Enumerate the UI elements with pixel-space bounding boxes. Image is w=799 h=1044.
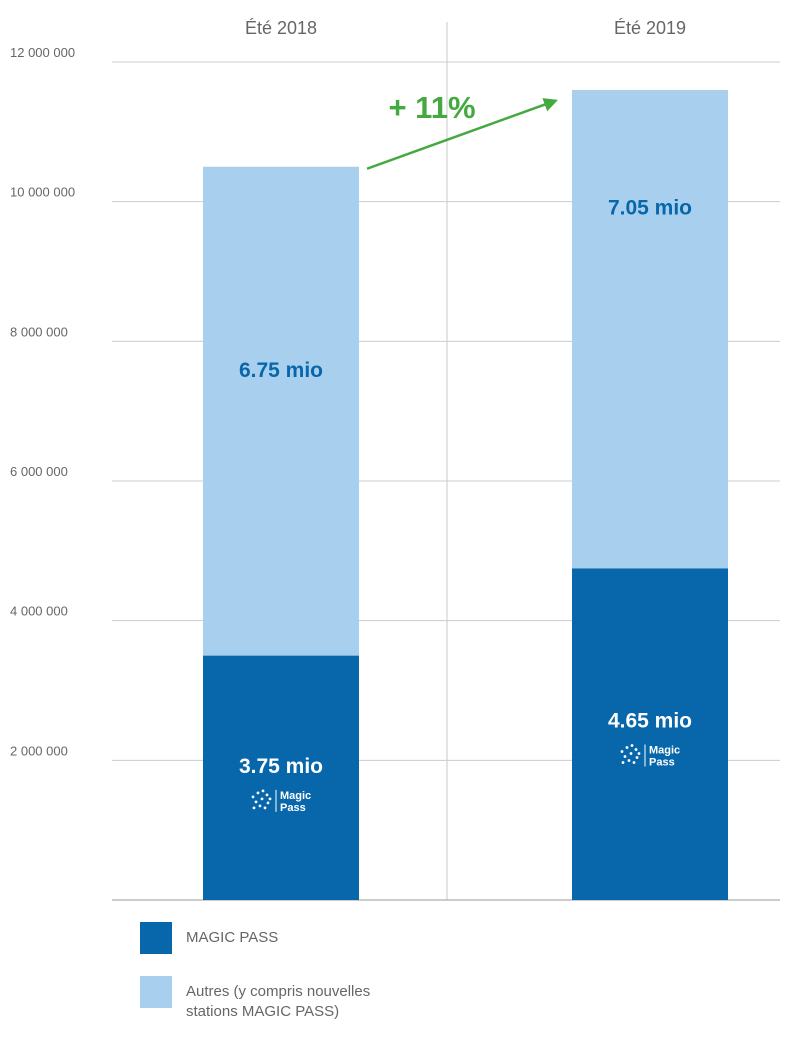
logo-star-dot	[263, 806, 267, 810]
logo-star-dot	[252, 806, 256, 810]
y-axis-ticks: 2 000 000 4 000 000 6 000 000 8 000 000 10 0…	[10, 45, 75, 758]
legend-label-magic-pass: MAGIC PASS	[186, 929, 279, 946]
legend: MAGIC PASS Autres (y compris nouvelles s…	[140, 922, 426, 1044]
logo-star-dot	[625, 746, 629, 749]
legend-item-autres: Autres (y compris nouvelles stations MAG…	[140, 976, 426, 1022]
logo-text-magic: Magic	[649, 745, 680, 757]
bar-segment-magic-pass	[572, 568, 728, 900]
y-tick-label: 6 000 000	[10, 464, 68, 479]
category-label: Été 2019	[614, 18, 686, 38]
logo-star-dot	[256, 791, 260, 795]
logo-star-dot	[620, 750, 624, 753]
legend-swatch-magic-pass	[140, 922, 172, 954]
y-tick-label: 12 000 000	[10, 45, 75, 60]
growth-arrow-head	[542, 98, 558, 112]
logo-star-dot	[627, 759, 631, 762]
logo-star-dot	[260, 797, 264, 801]
y-tick-label: 4 000 000	[10, 604, 68, 619]
logo-star-dot	[632, 761, 636, 764]
bars	[203, 89, 728, 900]
logo-star-dot	[629, 752, 633, 755]
growth-arrow-line	[366, 100, 553, 170]
segment-value-label: 3.75 mio	[239, 755, 323, 778]
logo-star-dot	[265, 793, 269, 797]
growth-annotation: + 11%	[366, 90, 558, 170]
logo-star-dot	[251, 795, 255, 799]
logo-star-dot	[266, 801, 270, 805]
logo-star-dot	[261, 789, 265, 793]
logo-star-dot	[623, 755, 627, 758]
legend-label-autres: Autres (y compris nouvelles stations MAG…	[186, 983, 371, 1020]
logo-star-dot	[637, 752, 641, 755]
legend-item-magic-pass: MAGIC PASS	[140, 922, 426, 954]
bar-segment-autres	[203, 166, 359, 656]
logo-star-dot	[630, 744, 634, 747]
logo-star-dot	[635, 756, 639, 759]
y-tick-label: 2 000 000	[10, 743, 68, 758]
category-label: Été 2018	[245, 18, 317, 38]
logo-text-pass: Pass	[649, 757, 675, 769]
segment-value-label: 7.05 mio	[608, 196, 692, 219]
segment-value-label: 4.65 mio	[608, 710, 692, 733]
logo-star-dot	[621, 761, 625, 764]
y-tick-label: 8 000 000	[10, 324, 68, 339]
segment-value-label: 6.75 mio	[239, 359, 323, 382]
logo-text-magic: Magic	[280, 790, 311, 802]
logo-text-pass: Pass	[280, 802, 306, 814]
y-tick-label: 10 000 000	[10, 185, 75, 200]
growth-label: + 11%	[388, 90, 475, 125]
bar-segment-autres	[572, 89, 728, 569]
legend-swatch-autres	[140, 976, 172, 1008]
bar-segment-magic-pass	[203, 655, 359, 900]
logo-star-dot	[254, 800, 258, 804]
logo-star-dot	[258, 804, 262, 808]
stacked-bar-chart: 2 000 000 4 000 000 6 000 000 8 000 000 10 0…	[10, 18, 780, 901]
logo-star-dot	[268, 797, 272, 801]
logo-star-dot	[634, 748, 638, 751]
category-labels: Été 2018 Été 2019	[245, 18, 686, 38]
